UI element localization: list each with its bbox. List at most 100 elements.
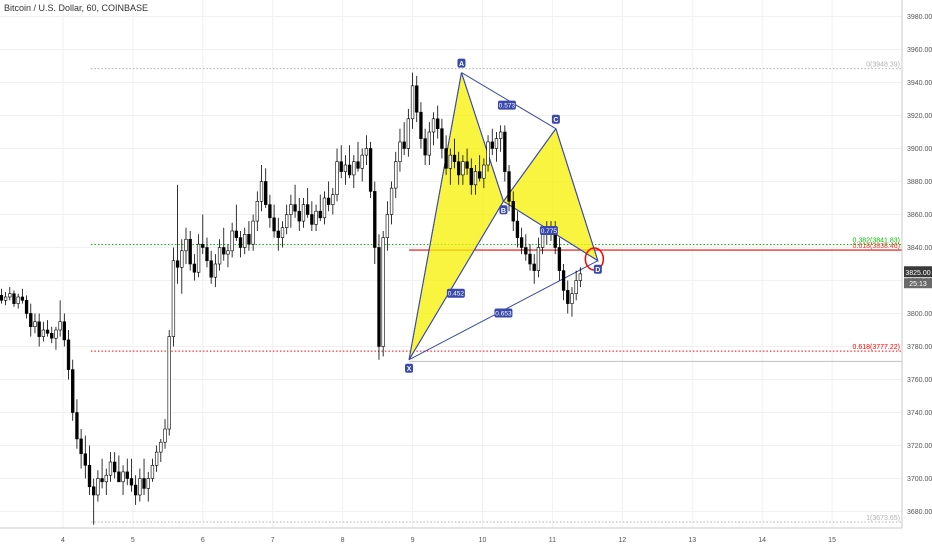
y-tick-label: 3920.00: [907, 113, 932, 120]
candle-body: [452, 154, 457, 163]
candle-body: [133, 484, 138, 496]
ratio-label: 0.653: [495, 311, 512, 318]
candle-body: [423, 138, 427, 156]
ratio-badge: [446, 288, 465, 298]
candle-body: [297, 210, 301, 222]
candle-body: [343, 164, 348, 172]
x-tick-label: 8: [341, 537, 345, 544]
candle-body: [24, 299, 29, 314]
candle-body: [352, 161, 356, 176]
candle-body: [230, 230, 234, 252]
candle-body: [251, 220, 255, 245]
candle-body: [448, 154, 452, 169]
candle-body: [259, 181, 264, 202]
candle-body: [360, 154, 364, 169]
candle-body: [511, 201, 515, 222]
candle-body: [92, 486, 96, 496]
candle-body: [373, 191, 377, 248]
pattern-point-badge: [499, 205, 508, 215]
candle-body: [498, 131, 503, 139]
candle-body: [381, 237, 385, 347]
candle-body: [566, 290, 570, 304]
fib-retracement-levels: 0(3948.39) 0.382(3841.83) 0.618(3777.22) 1(…: [90, 62, 902, 523]
candle-body: [58, 321, 62, 331]
candle-body: [205, 247, 209, 261]
candle-body: [574, 280, 578, 294]
pattern-point-label: A: [459, 61, 464, 68]
y-tick-label: 3800.00: [907, 311, 932, 318]
candle-body: [503, 131, 507, 172]
candle-body: [33, 321, 37, 327]
candle-body: [285, 214, 289, 228]
candle-body: [62, 321, 66, 341]
candle-body: [406, 118, 411, 149]
fib-level-label: 0(3948.39): [866, 62, 900, 69]
candle-body: [280, 227, 285, 238]
candle-body: [129, 478, 134, 486]
candle-body: [3, 296, 8, 301]
candle-body: [536, 247, 541, 271]
candle-body: [561, 270, 566, 291]
candle-body: [377, 247, 381, 347]
candle-body: [121, 471, 125, 483]
candle-body: [37, 321, 41, 337]
candle-body: [167, 336, 171, 430]
pattern-labels: X A B C D 0.573 0.775 0.452 0.653: [405, 58, 605, 373]
candle-body: [326, 197, 331, 205]
candle-body: [301, 204, 306, 222]
candle-body: [532, 263, 536, 271]
candle-body: [113, 461, 117, 473]
candle-body: [469, 168, 473, 186]
candle-body: [209, 260, 213, 278]
candle-body: [125, 471, 129, 479]
candle-body: [440, 128, 444, 149]
x-tick-label: 15: [828, 537, 836, 544]
candle-body: [8, 293, 12, 298]
candle-body: [444, 148, 448, 169]
candle-body: [461, 161, 465, 176]
candle-body: [188, 238, 192, 265]
candle-body: [87, 464, 92, 488]
x-tick-label: 4: [61, 537, 65, 544]
candle-body: [75, 412, 79, 440]
candle-body: [570, 293, 574, 304]
candle-body: [264, 181, 268, 205]
candle-body: [117, 471, 121, 483]
y-tick-label: 3980.00: [907, 14, 932, 21]
candle-body: [184, 238, 188, 252]
candle-body: [473, 171, 478, 186]
candle-body: [331, 194, 335, 205]
candle-body: [29, 313, 33, 327]
pattern-point-badge: [593, 264, 602, 274]
candle-body: [213, 263, 218, 278]
candle-body: [146, 478, 150, 489]
countdown-badge: [904, 278, 932, 289]
candle-body: [398, 141, 402, 162]
y-tick-label: 3860.00: [907, 212, 932, 219]
candle-body: [108, 461, 113, 476]
candle-body: [557, 247, 562, 271]
candle-body: [171, 260, 176, 337]
x-tick-label: 7: [271, 537, 275, 544]
candle-body: [540, 234, 545, 248]
candle-body: [16, 296, 20, 304]
candle-body: [293, 204, 297, 212]
ratio-label: 0.452: [448, 291, 465, 298]
ratio-badge: [497, 100, 516, 110]
candle-body: [431, 118, 436, 133]
pattern-line: [408, 201, 504, 360]
candle-body: [45, 329, 50, 334]
candles: [0, 72, 583, 525]
candle-body: [243, 234, 247, 248]
candle-body: [268, 204, 272, 219]
candle-body: [322, 197, 327, 219]
candle-body: [0, 295, 4, 301]
candle-body: [20, 296, 25, 301]
candle-body: [150, 464, 155, 479]
pattern-point-badge: [405, 363, 414, 373]
candle-body: [515, 220, 520, 238]
candle-body: [482, 164, 486, 179]
candle-body: [394, 161, 398, 189]
